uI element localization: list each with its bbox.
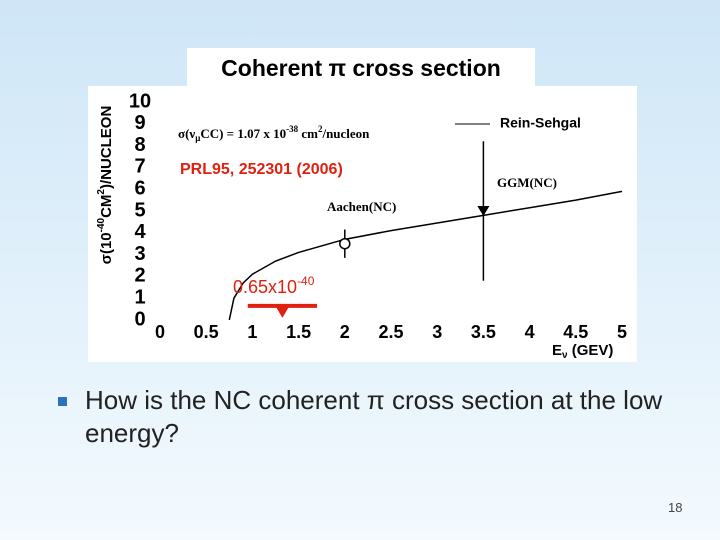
estimate-label: 0.65x10-40 [233, 274, 315, 297]
y-label-part: σ(10 [98, 232, 115, 264]
y-tick-label: 3 [134, 243, 145, 265]
x-tick-label: 2.5 [378, 322, 403, 342]
title-box [187, 48, 535, 88]
x-tick-label: 3.5 [471, 322, 496, 342]
x-tick-label: 4 [525, 322, 535, 342]
y-tick-label: 4 [134, 221, 146, 243]
x-tick-label: 5 [617, 322, 627, 342]
formula: σ(νμCC) = 1.07 x 10-38 cm2/nucleon [178, 124, 370, 143]
y-tick-label: 5 [134, 199, 145, 221]
estimate-arrow [275, 305, 290, 318]
y-tick-label: 1 [134, 286, 145, 308]
x-axis-label: Eν (GEV) [552, 342, 613, 361]
plot-background [88, 86, 637, 362]
y-tick-label: 0 [134, 308, 145, 330]
formula-part: σ(ν [178, 126, 195, 141]
bullet-marker [58, 397, 67, 406]
y-label-part: CM [98, 195, 115, 218]
x-tick-label: 0 [155, 322, 165, 342]
reference: PRL95, 252301 (2006) [180, 161, 343, 178]
x-tick-label: 1.5 [286, 322, 311, 342]
chart-title: Coherent π cross section [221, 55, 501, 81]
x-label-part: E [552, 342, 562, 359]
x-tick-label: 0.5 [194, 322, 219, 342]
estimate-label-part: -40 [297, 274, 315, 288]
y-label-part: -40 [96, 217, 107, 232]
y-tick-label: 2 [134, 265, 145, 287]
y-label-part: 2 [96, 189, 107, 195]
formula-part: CC) = 1.07 x 10 [200, 126, 286, 141]
legend-label: Rein-Sehgal [500, 115, 581, 131]
formula-part: 2 [318, 124, 323, 134]
x-tick-label: 2 [340, 322, 350, 342]
x-tick-label: 4.5 [563, 322, 588, 342]
formula-part: /nucleon [321, 126, 370, 141]
point-label: GGM(NC) [497, 175, 557, 190]
data-point [477, 206, 490, 216]
data-point [339, 237, 351, 250]
y-label-part: )/NUCLEON [98, 106, 115, 189]
y-tick-label: 10 [129, 90, 151, 112]
y-axis-label: σ(10-40CM2)/NUCLEON [96, 106, 115, 265]
point-label: Aachen(NC) [327, 199, 396, 214]
formula-part: -38 [286, 124, 298, 134]
y-tick-label: 6 [134, 177, 145, 199]
x-label-part: ν [562, 350, 568, 361]
estimate-label-part: 0.65x10 [233, 277, 297, 297]
x-tick-label: 3 [432, 322, 442, 342]
y-tick-label: 7 [134, 156, 145, 178]
page-number: 18 [668, 500, 683, 515]
bullet-text: How is the NC coherent π cross section a… [85, 385, 663, 448]
x-tick-label: 1 [247, 322, 257, 342]
y-tick-label: 8 [134, 134, 145, 156]
formula-part: cm [298, 126, 318, 141]
y-tick-label: 9 [134, 112, 145, 134]
x-label-part: (GEV) [568, 342, 614, 359]
formula-part: μ [195, 133, 200, 143]
